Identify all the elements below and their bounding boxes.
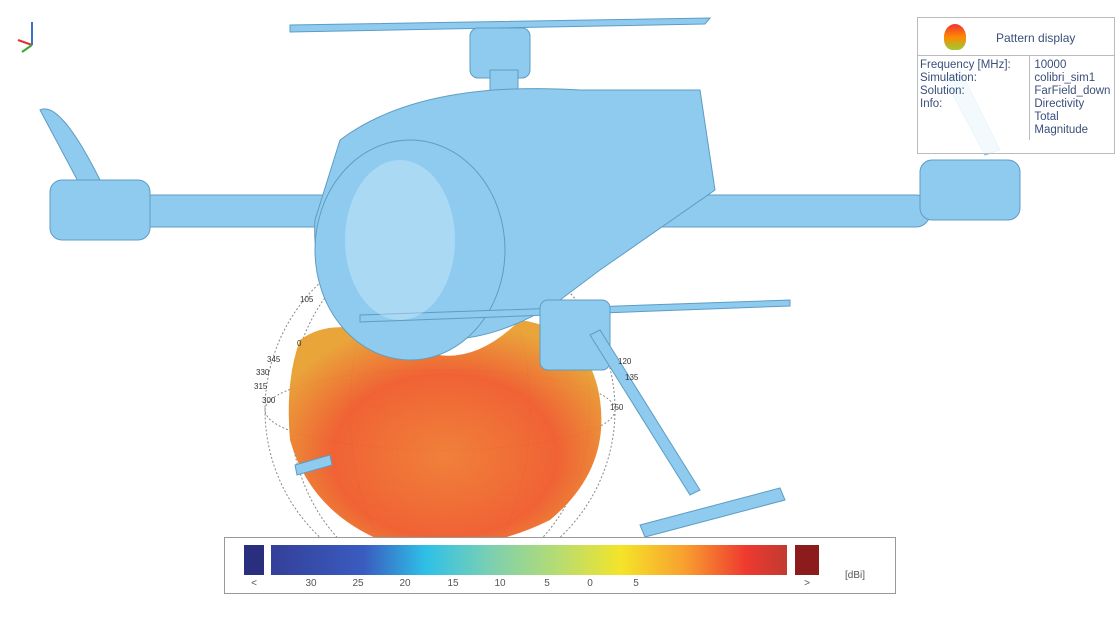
under-range-swatch <box>244 545 264 575</box>
sphere-label: 105 <box>300 295 314 304</box>
tick-label: 30 <box>305 578 317 589</box>
radiation-pattern <box>288 320 602 547</box>
label-simulation: Simulation: <box>920 72 977 84</box>
value-simulation: colibri_sim1 <box>1034 72 1096 84</box>
axis-triad-icon <box>17 22 33 53</box>
pattern-display-legend: Pattern display Frequency [MHz]: Simulat… <box>917 17 1115 154</box>
color-gradient <box>271 545 787 575</box>
value-info: Total <box>1034 111 1059 123</box>
label-info: Info: <box>920 98 943 110</box>
sphere-label: 345 <box>267 355 281 364</box>
tick-label: 15 <box>447 578 459 589</box>
tick-label: 25 <box>352 578 364 589</box>
sphere-label: 315 <box>254 382 268 391</box>
tick-label: 5 <box>544 578 550 589</box>
legend-title: Pattern display <box>996 31 1076 45</box>
value-solution: FarField_down <box>1034 85 1111 97</box>
unit-label: [dBi] <box>845 570 866 581</box>
sphere-label: 330 <box>256 368 270 377</box>
over-range-swatch <box>795 545 819 575</box>
label-frequency: Frequency [MHz]: <box>920 59 1011 71</box>
sphere-label: 150 <box>610 403 624 412</box>
value-info: Directivity <box>1034 98 1085 110</box>
value-info: Magnitude <box>1034 124 1089 136</box>
sphere-label: 300 <box>262 396 276 405</box>
tick-label: 5 <box>633 578 639 589</box>
over-label: > <box>804 578 810 589</box>
tick-label: 20 <box>399 578 411 589</box>
sphere-label: 135 <box>625 373 639 382</box>
under-label: < <box>251 578 257 589</box>
sphere-label: 120 <box>618 357 632 366</box>
sphere-label: 0 <box>297 339 302 348</box>
tick-label: 10 <box>494 578 506 589</box>
label-solution: Solution: <box>920 85 965 97</box>
drone-model <box>39 17 1021 538</box>
color-scale-bar: < 30 25 20 15 10 5 0 5 > [dBi] <box>224 537 896 594</box>
value-frequency: 10000 <box>1034 59 1067 71</box>
pattern-3d-icon <box>944 24 966 50</box>
tick-label: 0 <box>587 578 593 589</box>
